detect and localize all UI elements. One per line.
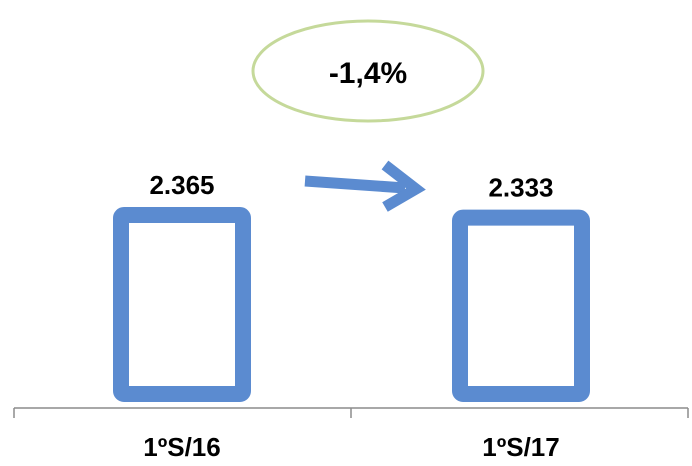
trend-arrow: [304, 160, 426, 212]
x-axis: [13, 407, 689, 418]
data-label-1: 2.365: [149, 170, 214, 200]
change-annotation: -1,4%: [329, 57, 407, 90]
bar-2: [452, 209, 590, 402]
bar-1: [113, 207, 251, 402]
data-label-2: 2.333: [488, 173, 553, 203]
category-label-1: 1ºS/16: [143, 432, 220, 462]
change-ellipse: [251, 19, 485, 123]
category-label-2: 1ºS/17: [482, 432, 559, 462]
